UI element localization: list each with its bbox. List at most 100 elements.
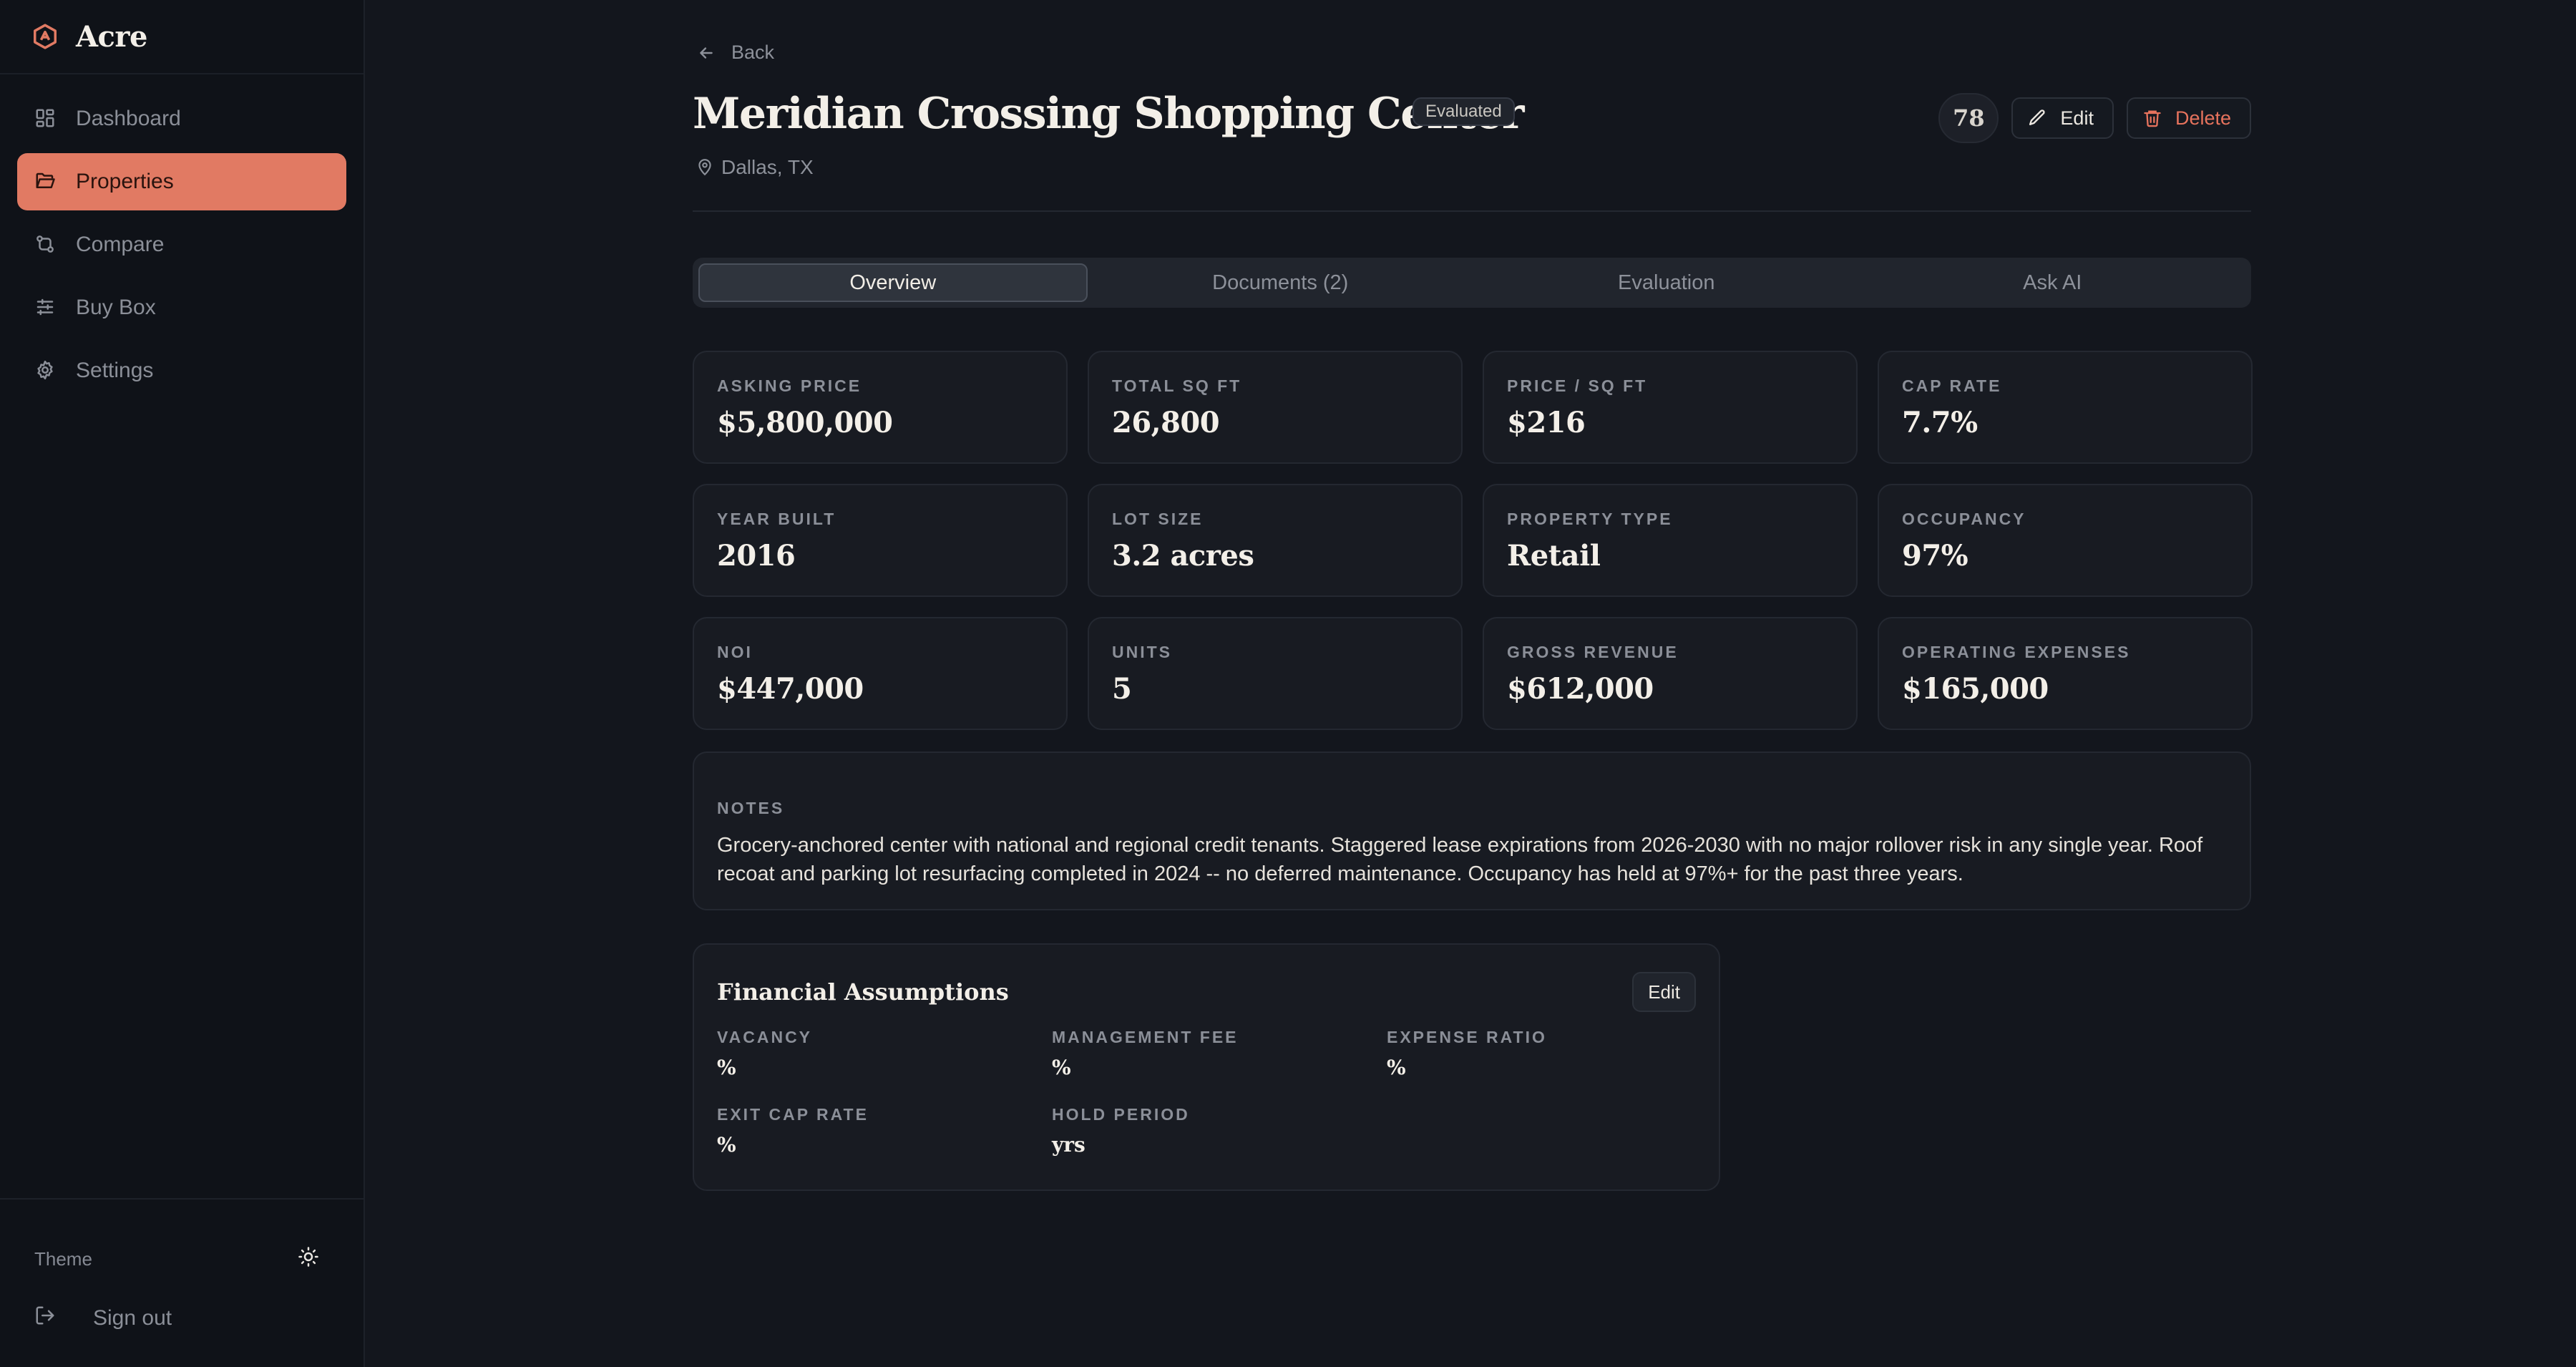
field-value: % <box>717 1133 736 1157</box>
page-title: Meridian Crossing Shopping Center <box>693 89 1525 139</box>
tab-bar: Overview Documents (2) Evaluation Ask AI <box>693 258 2251 308</box>
trash-icon <box>2144 110 2161 127</box>
sun-icon[interactable] <box>298 1246 319 1273</box>
notes-text: Grocery-anchored center with national an… <box>717 834 2203 885</box>
field-label: EXIT CAP RATE <box>717 1105 869 1124</box>
edit-label: Edit <box>2060 107 2094 129</box>
metric-card-noi: NOI $447,000 <box>693 617 1068 730</box>
metric-card-occupancy: Occupancy 97% <box>1878 484 2253 597</box>
brand[interactable]: Acre <box>0 0 364 74</box>
financial-edit-button[interactable]: Edit <box>1632 972 1696 1012</box>
field-label: VACANCY <box>717 1028 813 1046</box>
metric-card-year-built: Year Built 2016 <box>693 484 1068 597</box>
compare-icon <box>34 233 57 256</box>
arrow-left-icon <box>700 47 713 59</box>
header-divider <box>693 210 2251 212</box>
metric-label: Property Type <box>1507 510 1673 528</box>
sidebar-item-buy-box[interactable]: Buy Box <box>17 279 346 336</box>
metric-value: 7.7% <box>1902 406 1978 439</box>
back-link[interactable]: Back <box>697 42 774 64</box>
sign-out-button[interactable]: Sign out <box>0 1290 364 1347</box>
metric-card-operating-expenses: Operating Expenses $165,000 <box>1878 617 2253 730</box>
header-actions: 78 Edit Delete <box>1938 93 2251 143</box>
metric-value: $447,000 <box>717 672 864 706</box>
sidebar-item-label: Buy Box <box>76 296 156 319</box>
notes-card: NOTES Grocery-anchored center with natio… <box>693 751 2251 910</box>
field-value: yrs <box>1052 1133 1085 1157</box>
map-pin-icon <box>698 159 711 176</box>
delete-button[interactable]: Delete <box>2126 97 2251 139</box>
sidebar-item-dashboard[interactable]: Dashboard <box>17 90 346 147</box>
metric-label: Lot Size <box>1112 510 1204 528</box>
metric-value: $216 <box>1507 406 1586 439</box>
theme-label: Theme <box>34 1247 92 1270</box>
sidebar-item-label: Dashboard <box>76 107 181 130</box>
metric-label: Gross Revenue <box>1507 643 1679 661</box>
notes-label: NOTES <box>717 799 785 817</box>
metric-label: Occupancy <box>1902 510 2026 528</box>
sidebar-item-properties[interactable]: Properties <box>17 153 346 210</box>
metric-card-price-per-sq-ft: Price / Sq Ft $216 <box>1483 351 1858 464</box>
metric-card-asking-price: Asking Price $5,800,000 <box>693 351 1068 464</box>
field-management-fee: MANAGEMENT FEE % <box>1052 1028 1387 1079</box>
metric-label: Total Sq Ft <box>1112 376 1242 395</box>
sidebar-item-label: Settings <box>76 359 154 382</box>
metric-label: Price / Sq Ft <box>1507 376 1648 395</box>
score-badge: 78 <box>1938 93 1999 143</box>
financial-assumptions-header: Financial Assumptions Edit <box>717 972 1696 1012</box>
metric-label: Year Built <box>717 510 836 528</box>
field-vacancy: VACANCY % <box>717 1028 1052 1079</box>
metric-value: 2016 <box>717 539 796 573</box>
metric-value: 26,800 <box>1112 406 1220 439</box>
tab-overview[interactable]: Overview <box>698 263 1088 302</box>
delete-label: Delete <box>2175 107 2231 129</box>
field-value: % <box>1052 1056 1071 1079</box>
field-label: HOLD PERIOD <box>1052 1105 1190 1124</box>
financial-fields: VACANCY % MANAGEMENT FEE % EXPENSE RATIO… <box>717 1028 1696 1157</box>
sidebar-item-compare[interactable]: Compare <box>17 216 346 273</box>
field-label: MANAGEMENT FEE <box>1052 1028 1239 1046</box>
app-name: Acre <box>76 19 147 54</box>
metric-card-gross-revenue: Gross Revenue $612,000 <box>1483 617 1858 730</box>
metric-label: Operating Expenses <box>1902 643 2131 661</box>
metric-value: $165,000 <box>1902 672 2049 706</box>
metric-value: Retail <box>1507 539 1601 573</box>
metric-card-units: Units 5 <box>1088 617 1463 730</box>
sidebar-footer: Theme Sign out <box>0 1198 364 1367</box>
sidebar-nav: Dashboard Properties Compare <box>0 74 364 399</box>
metric-value: $612,000 <box>1507 672 1654 706</box>
metric-label: Asking Price <box>717 376 862 395</box>
metric-card-property-type: Property Type Retail <box>1483 484 1858 597</box>
field-expense-ratio: EXPENSE RATIO % <box>1387 1028 1673 1079</box>
metrics-grid: Asking Price $5,800,000 Total Sq Ft 26,8… <box>693 351 2253 730</box>
grid-icon <box>34 107 57 130</box>
metric-value: 5 <box>1112 672 1132 706</box>
metric-value: 97% <box>1902 539 1968 573</box>
metric-value: 3.2 acres <box>1112 539 1254 573</box>
metric-card-cap-rate: Cap Rate 7.7% <box>1878 351 2253 464</box>
sidebar-item-label: Properties <box>76 170 174 193</box>
tab-evaluation[interactable]: Evaluation <box>1618 271 1715 294</box>
acre-logo-icon <box>34 24 57 49</box>
sidebar-item-settings[interactable]: Settings <box>17 342 346 399</box>
sign-out-icon <box>34 1305 74 1332</box>
tab-documents[interactable]: Documents (2) <box>1212 271 1349 294</box>
tab-ask-ai[interactable]: Ask AI <box>2023 271 2082 294</box>
metric-label: Units <box>1112 643 1172 661</box>
back-label: Back <box>731 42 775 63</box>
folder-icon <box>34 170 57 193</box>
field-value: % <box>1387 1056 1406 1079</box>
status-badge: Evaluated <box>1413 97 1515 126</box>
sidebar: Acre Dashboard Properties <box>0 0 365 1367</box>
field-label: EXPENSE RATIO <box>1387 1028 1547 1046</box>
financial-assumptions-title: Financial Assumptions <box>717 978 1009 1006</box>
metric-label: NOI <box>717 643 753 661</box>
field-hold-period: HOLD PERIOD yrs <box>1052 1105 1387 1157</box>
gear-icon <box>34 359 57 382</box>
sidebar-item-label: Compare <box>76 233 165 256</box>
sliders-icon <box>34 296 57 319</box>
pencil-icon <box>2029 110 2045 125</box>
edit-button[interactable]: Edit <box>2011 97 2114 139</box>
location: Dallas, TX <box>696 156 814 179</box>
field-value: % <box>717 1056 736 1079</box>
